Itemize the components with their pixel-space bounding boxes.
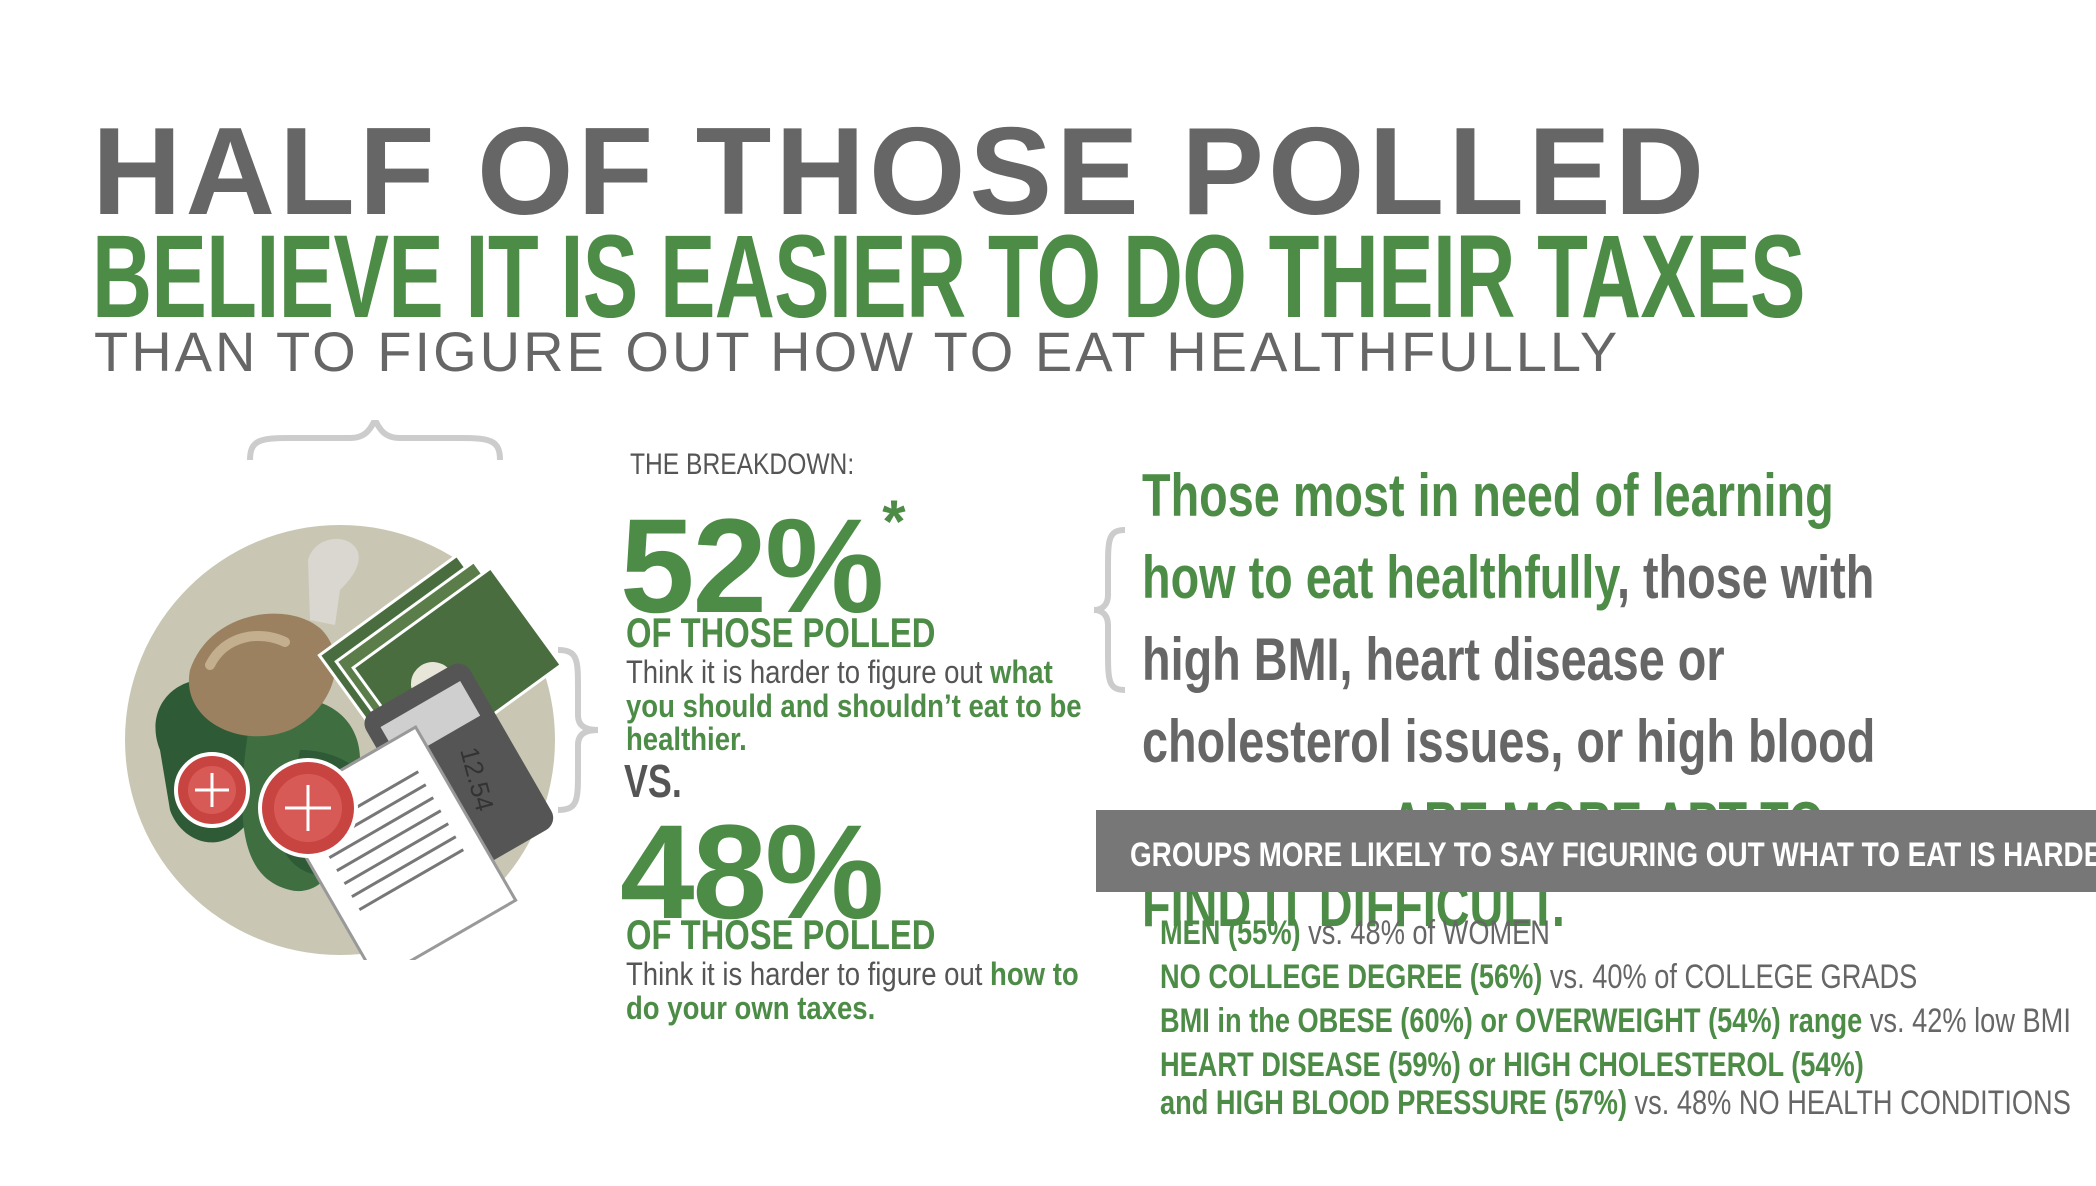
- group-row-heart-disease: HEART DISEASE (59%) or HIGH CHOLESTEROL …: [1160, 1046, 1864, 1084]
- headline-line-3: THAN TO FIGURE OUT HOW TO EAT HEALTHFULL…: [94, 320, 1621, 383]
- stat-48-percent: 48%: [620, 798, 884, 947]
- group-row-college: NO COLLEGE DEGREE (56%) vs. 40% of COLLE…: [1160, 958, 1918, 996]
- stat1-polled-label: OF THOSE POLLED: [626, 609, 936, 656]
- headline-line-1: HALF OF THOSE POLLED: [92, 103, 1709, 241]
- plate-illustration: 12.54: [125, 420, 560, 960]
- stat2-description: Think it is harder to figure out how to …: [626, 956, 1079, 1026]
- asterisk: *: [882, 488, 905, 555]
- group-row-men: MEN (55%) vs. 48% of WOMEN: [1160, 914, 1550, 952]
- top-brace-icon: [247, 420, 503, 461]
- breakdown-label: THE BREAKDOWN:: [630, 448, 855, 481]
- stat2-polled-label: OF THOSE POLLED: [626, 911, 936, 958]
- groups-header-title: GROUPS MORE LIKELY TO SAY FIGURING OUT W…: [1130, 836, 2096, 874]
- vs-label: VS.: [624, 755, 682, 807]
- headline-line-2: BELIEVE IT IS EASIER TO DO THEIR TAXES: [92, 211, 1805, 343]
- stat-52-percent: 52%*: [620, 488, 906, 641]
- tomato-icon: [258, 758, 358, 858]
- group-row-bmi: BMI in the OBESE (60%) or OVERWEIGHT (54…: [1160, 1002, 2071, 1040]
- groups-header-bar: [1096, 810, 2096, 892]
- tomato-icon: [174, 752, 250, 828]
- group-row-blood-pressure: and HIGH BLOOD PRESSURE (57%) vs. 48% NO…: [1160, 1084, 2071, 1122]
- brace-right-icon: [1093, 527, 1126, 693]
- brace-left-icon: [557, 647, 599, 813]
- chicken-bone-icon: [308, 538, 359, 625]
- stat1-description: Think it is harder to figure out what yo…: [626, 654, 1082, 758]
